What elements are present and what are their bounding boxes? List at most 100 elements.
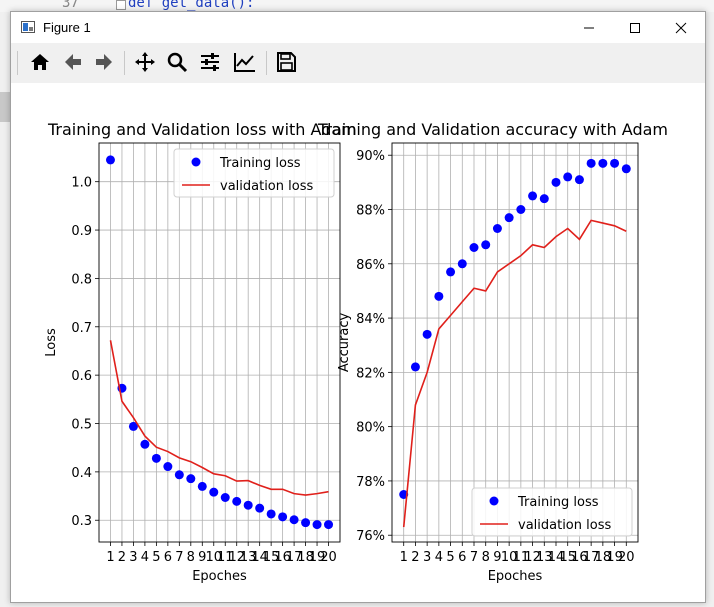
x-tick-label: 18 <box>595 550 612 565</box>
x-tick-label: 5 <box>446 550 454 565</box>
legend-label: validation loss <box>220 179 313 194</box>
y-tick-label: 0.9 <box>71 224 92 239</box>
x-tick-label: 10 <box>205 550 222 565</box>
data-point-training <box>504 213 514 223</box>
x-axis-label: Epoches <box>192 569 247 584</box>
y-tick-label: 82% <box>356 366 385 381</box>
data-point-training <box>243 500 253 510</box>
x-tick-label: 4 <box>141 550 149 565</box>
pan-move-icon <box>135 52 155 72</box>
edit-axis-button[interactable] <box>232 49 258 75</box>
y-tick-label: 1.0 <box>71 176 92 191</box>
close-icon <box>675 22 687 33</box>
x-tick-label: 14 <box>548 550 565 565</box>
x-tick-label: 8 <box>482 550 490 565</box>
x-tick-label: 19 <box>606 550 623 565</box>
legend-box <box>471 487 633 537</box>
data-point-training <box>457 259 467 269</box>
x-tick-label: 6 <box>458 550 466 565</box>
home-icon <box>31 54 49 70</box>
data-point-training <box>312 520 322 530</box>
x-tick-label: 7 <box>175 550 183 565</box>
toolbar-grip <box>17 51 18 75</box>
forward-button[interactable] <box>91 49 117 75</box>
data-point-training <box>598 158 608 168</box>
floppy-disk-icon <box>277 52 296 72</box>
chart-title: Training and Validation accuracy with Ad… <box>317 120 668 139</box>
data-point-training <box>105 155 115 165</box>
data-point-training <box>232 496 242 506</box>
code-line: def get_data(): <box>128 0 255 11</box>
pan-button[interactable] <box>132 49 158 75</box>
figure-app-icon <box>21 21 35 33</box>
sliders-icon <box>201 53 219 71</box>
forward-arrow-icon <box>96 54 112 70</box>
y-tick-label: 0.5 <box>71 418 92 433</box>
data-point-training <box>621 164 631 174</box>
figure-canvas[interactable]: 1 2 3 4 5 6 7 8 9 10 11 12 13 14 15 16 17 18 19 20 0.3 0.4 0.5… <box>11 83 705 602</box>
x-tick-label: 13 <box>240 550 257 565</box>
x-tick-label: 12 <box>228 550 245 565</box>
y-tick-label: 84% <box>356 312 385 327</box>
figure-svg[interactable]: 1 2 3 4 5 6 7 8 9 10111213141516171819200.30.40.5… <box>11 83 705 602</box>
data-point-training <box>434 291 444 301</box>
data-point-training <box>539 194 549 204</box>
y-tick-label: 0.7 <box>71 321 92 336</box>
x-tick-label: 8 <box>187 550 195 565</box>
x-tick-label: 3 <box>129 550 137 565</box>
line-chart-icon <box>234 53 255 72</box>
x-axis-label: Epoches <box>488 569 543 584</box>
back-button[interactable] <box>60 49 86 75</box>
y-axis-label: Loss <box>44 328 59 357</box>
fold-marker-icon[interactable] <box>116 0 126 10</box>
window-title: Figure 1 <box>43 20 91 35</box>
data-point-training <box>266 509 276 519</box>
data-point-training <box>197 481 207 491</box>
x-tick-label: 16 <box>571 550 588 565</box>
data-point-training <box>140 439 150 449</box>
y-tick-label: 80% <box>356 421 385 436</box>
data-point-training <box>289 515 299 525</box>
x-tick-label: 15 <box>263 550 280 565</box>
maximize-button[interactable] <box>612 12 658 43</box>
data-point-training <box>586 158 596 168</box>
title-bar[interactable]: Figure 1 <box>11 12 705 43</box>
data-point-training <box>301 518 311 528</box>
configure-subplots-button[interactable] <box>197 49 223 75</box>
x-tick-label: 6 <box>164 550 172 565</box>
x-tick-label: 14 <box>251 550 268 565</box>
y-tick-label: 0.8 <box>71 272 92 287</box>
x-tick-label: 2 <box>411 550 419 565</box>
data-point-training <box>446 267 456 277</box>
legend-point-marker <box>489 496 499 506</box>
x-tick-label: 15 <box>559 550 576 565</box>
data-point-training <box>163 462 173 472</box>
data-point-training <box>481 240 491 250</box>
y-tick-label: 0.6 <box>71 369 92 384</box>
y-tick-label: 76% <box>356 529 385 544</box>
x-tick-label: 7 <box>470 550 478 565</box>
navigation-toolbar <box>11 43 705 83</box>
line-number: 37 <box>62 0 79 11</box>
minimize-icon <box>584 27 594 28</box>
x-tick-label: 1 <box>106 550 114 565</box>
plot-area <box>99 143 340 542</box>
x-tick-label: 11 <box>217 550 234 565</box>
data-point-training <box>574 175 584 185</box>
minimize-button[interactable] <box>566 12 612 43</box>
data-point-training <box>551 177 561 187</box>
close-button[interactable] <box>658 12 704 43</box>
background-editor: 37 def get_data(): <box>0 0 714 12</box>
zoom-button[interactable] <box>164 49 190 75</box>
home-button[interactable] <box>27 49 53 75</box>
axes-frame <box>391 142 639 543</box>
data-point-training <box>278 512 288 522</box>
save-button[interactable] <box>273 49 299 75</box>
y-tick-label: 0.4 <box>71 466 92 481</box>
x-tick-label: 1 <box>400 550 408 565</box>
x-tick-label: 19 <box>309 550 326 565</box>
data-point-training <box>151 453 161 463</box>
x-tick-label: 2 <box>118 550 126 565</box>
toolbar-separator <box>266 51 267 75</box>
series-line-validation-loss <box>402 219 627 528</box>
